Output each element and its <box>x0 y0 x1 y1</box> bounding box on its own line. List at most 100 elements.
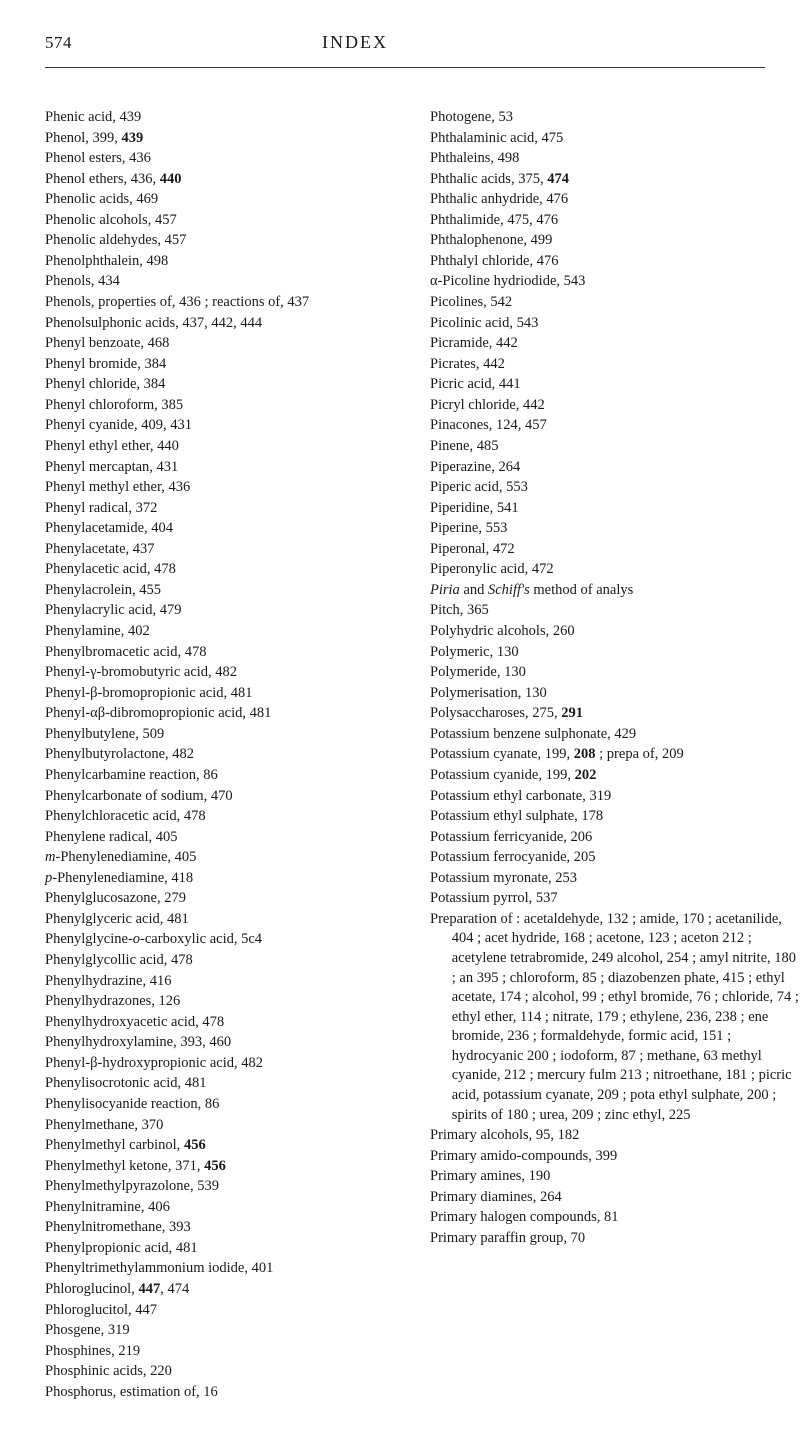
index-entry: Phenylpropionic acid, 481 <box>45 1239 390 1259</box>
index-entry: Phenyl benzoate, 468 <box>45 334 390 354</box>
index-entry: Potassium ferrocyanide, 205 <box>430 848 800 868</box>
index-entry: Phthalic anhydride, 476 <box>430 190 800 210</box>
index-entry: Primary halogen compounds, 81 <box>430 1208 800 1228</box>
index-entry: Phenolphthalein, 498 <box>45 252 390 272</box>
index-entry: Polymerisation, 130 <box>430 684 800 704</box>
index-columns: Phenic acid, 439Phenol, 399, 439Phenol e… <box>45 108 800 1403</box>
index-entry: Phenyltrimethylammonium iodide, 401 <box>45 1259 390 1279</box>
index-entry: Phenyl chloride, 384 <box>45 375 390 395</box>
index-entry: Phenylnitromethane, 393 <box>45 1218 390 1238</box>
index-entry: Potassium cyanate, 199, 208 ; prepa of, … <box>430 745 800 765</box>
index-entry: Phenylacetate, 437 <box>45 540 390 560</box>
index-entry: Phenol, 399, 439 <box>45 129 390 149</box>
index-entry: Phenylglyceric acid, 481 <box>45 910 390 930</box>
index-entry: Pinene, 485 <box>430 437 800 457</box>
index-entry: Piperic acid, 553 <box>430 478 800 498</box>
index-entry: Phenols, 434 <box>45 272 390 292</box>
index-entry: Piperazine, 264 <box>430 458 800 478</box>
index-entry: Phenylglucosazone, 279 <box>45 889 390 909</box>
index-entry: Phenylmethyl carbinol, 456 <box>45 1136 390 1156</box>
index-entry: Preparation of : acetaldehyde, 132 ; ami… <box>430 910 800 1125</box>
index-entry: Primary paraffin group, 70 <box>430 1229 800 1249</box>
index-entry: Phenylmethylpyrazolone, 539 <box>45 1177 390 1197</box>
index-entry: Phthaleins, 498 <box>430 149 800 169</box>
index-entry: Polymeric, 130 <box>430 643 800 663</box>
index-entry: Phenylhydrazine, 416 <box>45 972 390 992</box>
index-entry: Phenolic alcohols, 457 <box>45 211 390 231</box>
index-entry: Phloroglucinol, 447, 474 <box>45 1280 390 1300</box>
right-column: Photogene, 53Phthalaminic acid, 475Phtha… <box>430 108 800 1403</box>
index-entry: Picolinic acid, 543 <box>430 314 800 334</box>
page-number: 574 <box>45 32 72 55</box>
index-entry: Phenylmethane, 370 <box>45 1116 390 1136</box>
index-entry: Phenolsulphonic acids, 437, 442, 444 <box>45 314 390 334</box>
index-entry: Primary diamines, 264 <box>430 1188 800 1208</box>
index-entry: Phenic acid, 439 <box>45 108 390 128</box>
index-entry: Phenylisocrotonic acid, 481 <box>45 1074 390 1094</box>
index-entry: Phenylbutylene, 509 <box>45 725 390 745</box>
index-entry: Phenylhydrazones, 126 <box>45 992 390 1012</box>
index-entry: Phenyl chloroform, 385 <box>45 396 390 416</box>
index-entry: Potassium ethyl sulphate, 178 <box>430 807 800 827</box>
index-entry: Piperidine, 541 <box>430 499 800 519</box>
index-entry: Phenylglycine-o-carboxylic acid, 5c4 <box>45 930 390 950</box>
index-entry: Phenol esters, 436 <box>45 149 390 169</box>
index-entry: Pinacones, 124, 457 <box>430 416 800 436</box>
index-entry: Phthalophenone, 499 <box>430 231 800 251</box>
index-entry: Piperonal, 472 <box>430 540 800 560</box>
index-entry: Phenylacetic acid, 478 <box>45 560 390 580</box>
index-entry: Phenol ethers, 436, 440 <box>45 170 390 190</box>
index-entry: Phenylhydroxylamine, 393, 460 <box>45 1033 390 1053</box>
index-entry: Phthalimide, 475, 476 <box>430 211 800 231</box>
index-entry: Phenylchloracetic acid, 478 <box>45 807 390 827</box>
index-entry: Phthalyl chloride, 476 <box>430 252 800 272</box>
index-entry: Potassium ethyl carbonate, 319 <box>430 787 800 807</box>
index-entry: Phosphines, 219 <box>45 1342 390 1362</box>
index-entry: Piperonylic acid, 472 <box>430 560 800 580</box>
index-entry: Phthalic acids, 375, 474 <box>430 170 800 190</box>
index-entry: Phosphinic acids, 220 <box>45 1362 390 1382</box>
index-entry: Phenyl-γ-bromobutyric acid, 482 <box>45 663 390 683</box>
index-entry: Polyhydric alcohols, 260 <box>430 622 800 642</box>
index-entry: Potassium pyrrol, 537 <box>430 889 800 909</box>
index-entry: Phthalaminic acid, 475 <box>430 129 800 149</box>
index-entry: Piperine, 553 <box>430 519 800 539</box>
index-entry: Phenylhydroxyacetic acid, 478 <box>45 1013 390 1033</box>
index-entry: Phenolic acids, 469 <box>45 190 390 210</box>
index-entry: α-Picoline hydriodide, 543 <box>430 272 800 292</box>
index-entry: Phenylisocyanide reaction, 86 <box>45 1095 390 1115</box>
index-entry: Phloroglucitol, 447 <box>45 1301 390 1321</box>
index-entry: Picryl chloride, 442 <box>430 396 800 416</box>
index-entry: Picolines, 542 <box>430 293 800 313</box>
index-entry: Phenyl-αβ-dibromopropionic acid, 481 <box>45 704 390 724</box>
index-entry: Phenyl-β-hydroxypropionic acid, 482 <box>45 1054 390 1074</box>
index-entry: Phenylcarbamine reaction, 86 <box>45 766 390 786</box>
index-entry: Primary amines, 190 <box>430 1167 800 1187</box>
index-entry: Phosgene, 319 <box>45 1321 390 1341</box>
left-column: Phenic acid, 439Phenol, 399, 439Phenol e… <box>45 108 390 1403</box>
page-header: 574 INDEX <box>45 30 765 68</box>
index-entry: Phenylnitramine, 406 <box>45 1198 390 1218</box>
index-entry: Phenols, properties of, 436 ; reactions … <box>45 293 390 313</box>
index-entry: Phenyl-β-bromopropionic acid, 481 <box>45 684 390 704</box>
index-entry: Phenyl radical, 372 <box>45 499 390 519</box>
index-entry: Potassium benzene sulphonate, 429 <box>430 725 800 745</box>
index-entry: Phenylacrolein, 455 <box>45 581 390 601</box>
index-entry: Phenylcarbonate of sodium, 470 <box>45 787 390 807</box>
index-entry: Picrates, 442 <box>430 355 800 375</box>
index-entry: Primary amido-compounds, 399 <box>430 1147 800 1167</box>
index-entry: Phenylacetamide, 404 <box>45 519 390 539</box>
index-entry: Phenylene radical, 405 <box>45 828 390 848</box>
index-entry: Potassium myronate, 253 <box>430 869 800 889</box>
index-entry: p-Phenylenediamine, 418 <box>45 869 390 889</box>
index-entry: Phenylglycollic acid, 478 <box>45 951 390 971</box>
index-entry: Phenyl methyl ether, 436 <box>45 478 390 498</box>
index-entry: Phenylmethyl ketone, 371, 456 <box>45 1157 390 1177</box>
index-entry: Picric acid, 441 <box>430 375 800 395</box>
index-entry: Potassium cyanide, 199, 202 <box>430 766 800 786</box>
index-entry: Potassium ferricyanide, 206 <box>430 828 800 848</box>
index-entry: Phenylacrylic acid, 479 <box>45 601 390 621</box>
index-entry: Phenyl cyanide, 409, 431 <box>45 416 390 436</box>
header-title: INDEX <box>322 30 388 54</box>
index-entry: Picramide, 442 <box>430 334 800 354</box>
